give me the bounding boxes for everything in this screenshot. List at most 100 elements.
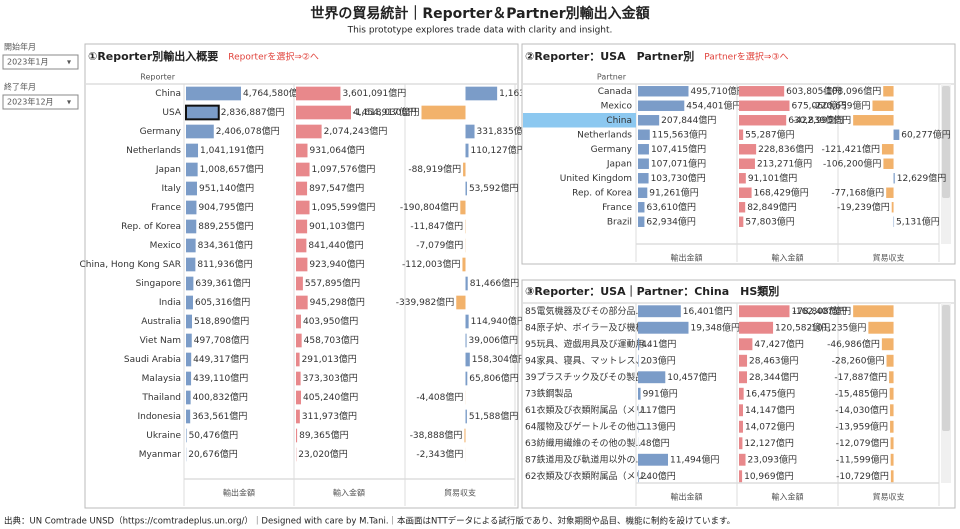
- bar[interactable]: [186, 238, 196, 253]
- bar[interactable]: [638, 371, 666, 384]
- bar[interactable]: [638, 158, 649, 169]
- column-header[interactable]: 輸入金額: [333, 488, 365, 498]
- column-header[interactable]: 貿易収支: [444, 488, 476, 498]
- column-header[interactable]: 輸入金額: [772, 492, 804, 502]
- bar[interactable]: [881, 144, 894, 155]
- bar[interactable]: [465, 143, 469, 158]
- bar[interactable]: [739, 187, 752, 198]
- bar[interactable]: [638, 202, 645, 213]
- bar[interactable]: [465, 352, 470, 367]
- bar[interactable]: [186, 181, 197, 196]
- bar[interactable]: [739, 144, 757, 155]
- row-label[interactable]: USA: [162, 108, 181, 118]
- bar[interactable]: [186, 200, 197, 215]
- bar[interactable]: [296, 162, 310, 177]
- filter-value[interactable]: 2023年1月: [7, 57, 48, 67]
- bar[interactable]: [465, 333, 467, 348]
- bar[interactable]: [296, 257, 308, 272]
- filter-dropdown[interactable]: [2, 54, 79, 70]
- bar[interactable]: [638, 387, 641, 400]
- bar[interactable]: [872, 100, 894, 111]
- bar[interactable]: [465, 181, 467, 196]
- bar[interactable]: [638, 216, 645, 227]
- filter-dropdown[interactable]: [2, 94, 79, 110]
- bar[interactable]: [881, 338, 894, 351]
- bar[interactable]: [739, 437, 743, 450]
- bar[interactable]: [296, 276, 303, 291]
- scrollbar-thumb[interactable]: [942, 86, 950, 198]
- bar[interactable]: [638, 470, 639, 483]
- column-header[interactable]: 貿易収支: [873, 253, 905, 263]
- row-label[interactable]: Rep. of Korea: [572, 188, 632, 198]
- bar[interactable]: [186, 371, 192, 386]
- bar[interactable]: [186, 390, 191, 405]
- bar[interactable]: [296, 238, 307, 253]
- column-header[interactable]: 輸出金額: [223, 488, 255, 498]
- row-label[interactable]: 85電気機器及びその部分品..: [525, 305, 641, 317]
- bar[interactable]: [739, 321, 774, 334]
- bar[interactable]: [889, 387, 894, 400]
- bar[interactable]: [296, 390, 302, 405]
- column-header[interactable]: 輸入金額: [772, 253, 804, 263]
- bar[interactable]: [296, 143, 308, 158]
- bar[interactable]: [186, 428, 187, 443]
- row-label[interactable]: Indonesia: [137, 412, 181, 422]
- row-label[interactable]: United Kingdom: [560, 174, 632, 184]
- column-header[interactable]: 輸出金額: [671, 253, 703, 263]
- bar[interactable]: [868, 321, 894, 334]
- row-label[interactable]: Mexico: [601, 101, 633, 111]
- bar[interactable]: [886, 354, 894, 367]
- row-label[interactable]: Germany: [140, 127, 182, 137]
- bar[interactable]: [638, 354, 639, 367]
- bar[interactable]: [739, 115, 787, 126]
- row-label[interactable]: Brazil: [607, 217, 632, 227]
- bar[interactable]: [186, 143, 199, 158]
- bar[interactable]: [296, 86, 341, 101]
- bar[interactable]: [891, 202, 894, 213]
- row-label[interactable]: Germany: [591, 145, 633, 155]
- row-label[interactable]: Myanmar: [139, 450, 182, 460]
- row-label[interactable]: Ukraine: [146, 431, 181, 441]
- bar[interactable]: [739, 158, 755, 169]
- bar[interactable]: [638, 321, 689, 334]
- row-label[interactable]: 95玩具、遊戯用具及び運動用..: [525, 338, 650, 350]
- row-label[interactable]: China: [155, 89, 181, 99]
- bar[interactable]: [296, 371, 301, 386]
- row-label[interactable]: 64履物及びゲートルその他こ..: [525, 420, 650, 432]
- row-label[interactable]: 73鉄鋼製品: [525, 387, 572, 399]
- bar[interactable]: [886, 187, 894, 198]
- row-label[interactable]: India: [159, 298, 181, 308]
- bar[interactable]: [893, 129, 900, 140]
- bar[interactable]: [186, 352, 192, 367]
- bar[interactable]: [465, 409, 467, 424]
- bar[interactable]: [739, 387, 744, 400]
- row-label[interactable]: Canada: [598, 87, 632, 97]
- row-label[interactable]: Malaysia: [142, 374, 181, 384]
- bar[interactable]: [186, 333, 192, 348]
- bar[interactable]: [296, 200, 310, 215]
- bar[interactable]: [893, 173, 895, 184]
- bar[interactable]: [296, 295, 308, 310]
- bar[interactable]: [638, 187, 648, 198]
- bar[interactable]: [296, 105, 351, 120]
- bar[interactable]: [638, 86, 689, 97]
- bar[interactable]: [890, 470, 894, 483]
- bar[interactable]: [465, 314, 469, 329]
- bar[interactable]: [890, 420, 894, 433]
- bar[interactable]: [186, 276, 194, 291]
- action-link[interactable]: Partnerを選択⇒③へ: [704, 51, 788, 63]
- bar[interactable]: [739, 100, 790, 111]
- bar[interactable]: [186, 295, 193, 310]
- bar[interactable]: [853, 115, 894, 126]
- row-label[interactable]: Saudi Arabia: [124, 355, 181, 365]
- bar[interactable]: [460, 200, 466, 215]
- bar[interactable]: [465, 86, 498, 101]
- bar[interactable]: [853, 305, 894, 318]
- bar[interactable]: [638, 100, 685, 111]
- bar[interactable]: [464, 428, 466, 443]
- bar[interactable]: [890, 453, 894, 466]
- row-label[interactable]: 94家具、寝具、マットレス、..: [525, 354, 650, 366]
- bar[interactable]: [296, 409, 300, 424]
- bar[interactable]: [739, 420, 743, 433]
- row-label[interactable]: Singapore: [136, 279, 182, 289]
